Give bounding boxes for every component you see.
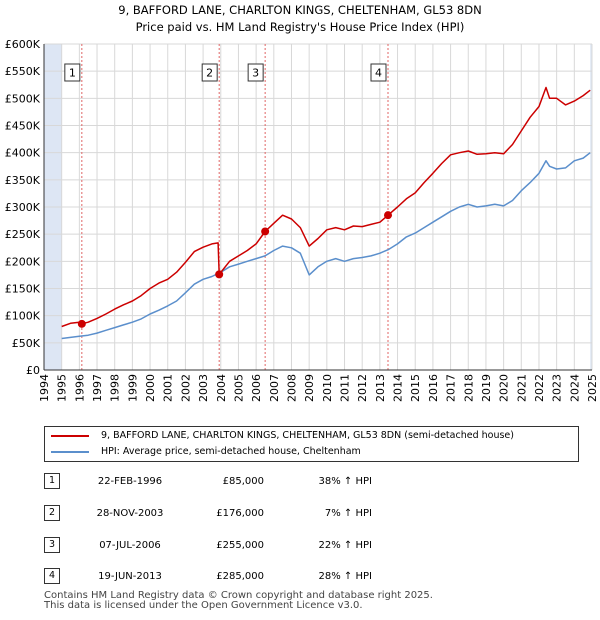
x-tick-label: 2015 (409, 374, 422, 402)
y-tick-label: £50K (12, 337, 41, 350)
sale-point (77, 319, 86, 328)
x-tick-label: 1995 (56, 374, 69, 402)
x-tick-label: 2002 (179, 374, 192, 402)
x-tick-label: 2020 (498, 374, 511, 402)
y-tick-label: £150K (5, 283, 41, 296)
x-tick-label: 2023 (551, 374, 564, 402)
x-tick-label: 2000 (144, 374, 157, 402)
chart-title-line1: 9, BAFFORD LANE, CHARLTON KINGS, CHELTEN… (118, 3, 482, 17)
x-tick-label: 2007 (268, 374, 281, 402)
sale-point (384, 211, 393, 220)
table-row: 4 19-JUN-2013 £285,000 28% ↑ HPI (44, 567, 444, 587)
y-tick-label: £550K (5, 65, 41, 78)
footer-line2: This data is licensed under the Open Gov… (44, 600, 363, 611)
y-tick-label: £350K (5, 174, 41, 187)
transaction-date: 22-FEB-1996 (97, 476, 163, 487)
x-tick-label: 2010 (321, 374, 334, 402)
sale-label: 4 (375, 67, 382, 80)
x-tick-label: 2013 (374, 374, 387, 402)
footer-line1: Contains HM Land Registry data © Crown c… (44, 590, 433, 601)
sale-label-box (247, 63, 264, 82)
x-tick-label: 2016 (427, 374, 440, 402)
x-tick-label: 2005 (232, 374, 245, 402)
x-tick-label: 2017 (445, 374, 458, 402)
transaction-price: £255,000 (216, 540, 264, 551)
sale-point (215, 270, 224, 279)
y-tick-label: £450K (5, 120, 41, 133)
chart-title-line2: Price paid vs. HM Land Registry's House … (135, 20, 465, 34)
x-tick-label: 2018 (462, 374, 475, 402)
y-tick-label: £0 (26, 364, 40, 377)
x-tick-label: 2001 (162, 374, 175, 402)
transaction-price: £176,000 (216, 508, 264, 519)
table-row: 1 22-FEB-1996 £85,000 38% ↑ HPI (44, 472, 444, 492)
x-tick-label: 2012 (356, 374, 369, 402)
legend: 9, BAFFORD LANE, CHARLTON KINGS, CHELTEN… (44, 426, 579, 462)
y-tick-label: £300K (5, 201, 41, 214)
sale-label-box (370, 63, 387, 82)
sale-label: 1 (69, 67, 76, 80)
transaction-number: 1 (44, 473, 60, 489)
transaction-hpi: 28% ↑ HPI (318, 571, 372, 582)
x-tick-label: 2022 (533, 374, 546, 402)
table-row: 3 07-JUL-2006 £255,000 22% ↑ HPI (44, 536, 444, 556)
x-tick-label: 1994 (38, 374, 51, 402)
transaction-price: £85,000 (222, 476, 264, 487)
y-tick-label: £200K (5, 255, 41, 268)
sale-label: 2 (206, 67, 213, 80)
transaction-hpi: 7% ↑ HPI (324, 508, 372, 519)
y-tick-label: £500K (5, 92, 41, 105)
transaction-date: 28-NOV-2003 (96, 508, 164, 519)
sale-label-box (201, 63, 218, 82)
x-tick-label: 2024 (568, 374, 581, 402)
x-tick-label: 1999 (126, 374, 139, 402)
y-tick-label: £600K (5, 38, 41, 51)
legend-swatch-hpi (51, 450, 89, 453)
footer: Contains HM Land Registry data © Crown c… (44, 591, 433, 611)
x-tick-label: 2014 (392, 374, 405, 402)
x-tick-label: 2021 (515, 374, 528, 402)
series-line-hpi (61, 152, 591, 340)
y-tick-label: £250K (5, 228, 41, 241)
legend-label-hpi: HPI: Average price, semi-detached house,… (101, 446, 361, 457)
legend-item-property: 9, BAFFORD LANE, CHARLTON KINGS, CHELTEN… (51, 428, 514, 444)
x-tick-label: 2008 (285, 374, 298, 402)
legend-swatch-property (51, 434, 89, 437)
transaction-number: 2 (44, 505, 60, 521)
legend-label-property: 9, BAFFORD LANE, CHARLTON KINGS, CHELTEN… (101, 430, 514, 441)
y-tick-label: £400K (5, 147, 41, 160)
chart-title: 9, BAFFORD LANE, CHARLTON KINGS, CHELTEN… (0, 2, 600, 36)
transaction-number: 3 (44, 537, 60, 553)
transaction-hpi: 22% ↑ HPI (318, 540, 372, 551)
transaction-price: £285,000 (216, 571, 264, 582)
x-tick-label: 1998 (109, 374, 122, 402)
x-tick-label: 2011 (339, 374, 352, 402)
transaction-number: 4 (44, 568, 60, 584)
transaction-hpi: 38% ↑ HPI (318, 476, 372, 487)
price-chart: 1 2 3 4 £0 £50K £100K £150K £200K £250K £300K £350… (5, 38, 599, 402)
x-tick-label: 1997 (91, 374, 104, 402)
x-tick-label: 1996 (73, 374, 86, 402)
x-tick-label: 2009 (303, 374, 316, 402)
series-line-property (61, 86, 591, 328)
transaction-date: 19-JUN-2013 (98, 571, 162, 582)
table-row: 2 28-NOV-2003 £176,000 7% ↑ HPI (44, 504, 444, 524)
legend-item-hpi: HPI: Average price, semi-detached house,… (51, 444, 361, 460)
x-tick-label: 2025 (586, 374, 599, 402)
y-tick-label: £100K (5, 310, 41, 323)
x-tick-label: 2003 (197, 374, 210, 402)
x-tick-label: 2006 (250, 374, 263, 402)
x-tick-label: 2004 (215, 374, 228, 402)
sale-point (261, 227, 270, 236)
sale-label: 3 (252, 67, 259, 80)
sale-label-box (64, 63, 81, 82)
transaction-date: 07-JUL-2006 (99, 540, 161, 551)
x-tick-label: 2019 (480, 374, 493, 402)
